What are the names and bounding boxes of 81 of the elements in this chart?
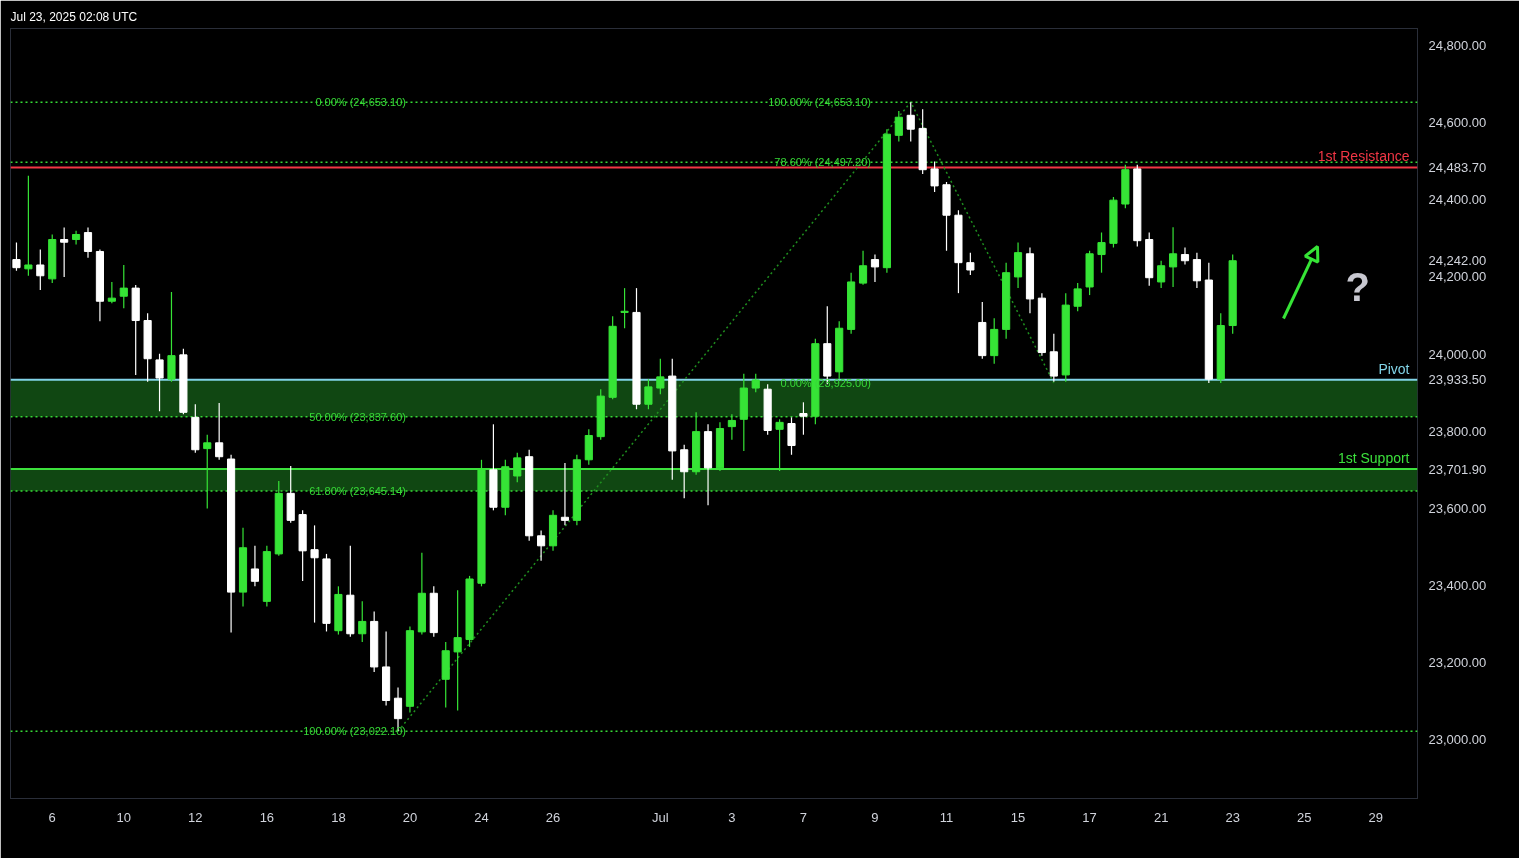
candlestick (1157, 260, 1166, 289)
candlestick (310, 524, 319, 624)
candlestick (870, 253, 880, 283)
annotation: 100.00% (23,022.10) (303, 725, 406, 738)
y-tick-label: 24,800.00 (1428, 37, 1487, 53)
candlestick (358, 600, 367, 643)
y-tick-label: 24,200.00 (1428, 269, 1487, 285)
candlestick (799, 401, 808, 436)
candlestick (1180, 247, 1190, 266)
y-tick-label: 23,933.50 (1428, 372, 1487, 388)
y-tick-label: 23,200.00 (1428, 655, 1487, 671)
candlestick (537, 529, 546, 562)
x-tick-label: 11 (939, 809, 954, 825)
x-tick-label: 6 (48, 809, 56, 825)
annotation: ? (1345, 264, 1370, 309)
x-tick-label: 7 (799, 809, 808, 825)
candlestick (1097, 231, 1106, 274)
candlestick (680, 444, 689, 499)
candlestick (215, 402, 224, 461)
x-tick-label: 15 (1010, 809, 1026, 825)
x-tick-label: 21 (1153, 809, 1169, 825)
y-tick-label: 24,600.00 (1428, 115, 1487, 131)
x-tick-label: 16 (259, 809, 275, 825)
ref-line-label: Pivot (1378, 360, 1410, 377)
annotation: 0.00% (24,653.10) (315, 96, 406, 109)
candlestick (1192, 252, 1201, 289)
ref-line-label: 1st Support (1337, 450, 1410, 467)
candlestick (72, 230, 81, 246)
candlestick (36, 248, 45, 291)
x-tick-label: 20 (402, 809, 418, 825)
y-tick-label: 23,400.00 (1428, 578, 1487, 594)
candlestick (60, 226, 69, 278)
candlestick (83, 226, 93, 259)
candlestick (250, 545, 260, 587)
x-tick-label: 18 (331, 809, 346, 825)
y-tick-label: 23,701.90 (1428, 461, 1487, 477)
candlestick (787, 416, 796, 456)
y-tick-label: 24,400.00 (1428, 192, 1487, 208)
candlestick (107, 281, 116, 304)
candlestick (12, 242, 21, 272)
candlestick (620, 287, 629, 329)
annotation: 78.60% (24,497.20) (774, 156, 871, 169)
candlestick (930, 160, 939, 193)
candlestick (155, 353, 164, 412)
annotation: 61.80% (23,645.14) (309, 484, 406, 497)
x-tick-label: 12 (188, 809, 203, 825)
candlestick (453, 589, 462, 712)
candlestick (751, 373, 760, 393)
x-tick-label: 23 (1225, 809, 1240, 825)
candlestick (1168, 226, 1178, 288)
candlestick (656, 358, 665, 395)
x-tick-label: 10 (116, 809, 132, 825)
candlestick (966, 252, 975, 276)
x-tick-label: 25 (1296, 809, 1312, 825)
x-tick-label: 3 (728, 809, 736, 825)
candlestick (727, 413, 736, 441)
y-tick-label: 24,242.00 (1428, 253, 1487, 269)
candlestick (644, 378, 653, 410)
x-tick-label: 24 (474, 809, 489, 825)
x-tick-label: 26 (545, 809, 561, 825)
candlestick (24, 175, 33, 277)
text: Jul 23, 2025 02:08 UTC (10, 9, 138, 24)
x-tick-label: Jul (652, 809, 669, 825)
ref-line-label: 1st Resistance (1317, 148, 1410, 165)
x-tick-label: 17 (1082, 809, 1097, 825)
candlestick (560, 462, 570, 526)
annotation: 100.00% (24,653.10) (768, 96, 871, 109)
y-tick-label: 23,000.00 (1428, 732, 1487, 748)
candlestick (858, 250, 868, 286)
y-tick-label: 24,483.70 (1428, 159, 1487, 175)
candlestick (167, 291, 176, 383)
x-tick-label: 9 (871, 809, 879, 825)
y-tick-label: 23,600.00 (1428, 500, 1487, 516)
annotation: 50.00% (23,837.60) (309, 410, 406, 423)
candlestick (906, 101, 915, 143)
y-tick-label: 23,800.00 (1428, 423, 1487, 439)
x-tick-label: 29 (1368, 809, 1384, 825)
candlestick (894, 110, 903, 143)
candlestick (119, 264, 128, 309)
y-tick-label: 24,000.00 (1428, 346, 1487, 362)
candlestick (1073, 282, 1082, 312)
